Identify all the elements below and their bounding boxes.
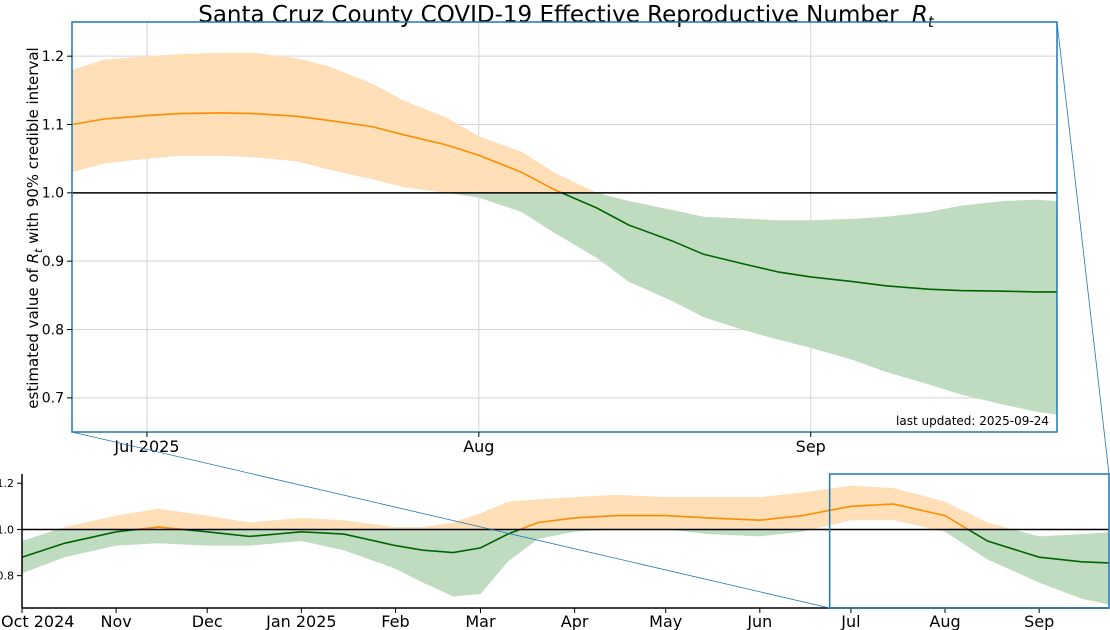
x-tick-label: Oct 2024 [1,612,74,630]
y-tick-label: 1.2 [42,49,64,65]
main-plot-area [72,52,1057,415]
rt-estimate-line-below-1 [22,529,1109,564]
credible-interval-band-below-1 [446,192,1057,415]
zoom-connector-right [1056,21,1110,475]
x-tick-label: Mar [465,612,496,630]
x-tick-label: Feb [381,612,409,630]
x-tick-label: Jan 2025 [265,612,336,630]
credible-interval-band-above-1 [57,485,1014,530]
last-updated-note: last updated: 2025-09-24 [896,414,1049,428]
zoom-connector-left [71,431,830,609]
y-tick-label: 1.0 [42,186,64,202]
x-tick-label: May [649,612,682,630]
x-tick-label: Jun [746,612,772,630]
credible-interval-band-above-1 [72,52,597,193]
y-tick-label: 1.0 [0,523,14,536]
zoom-window-indicator [828,473,1110,609]
x-tick-label: Sep [796,437,826,456]
x-tick-label: Aug [463,437,494,456]
rt-estimate-line-above-1 [72,112,564,193]
y-tick-label: 1.2 [0,477,14,490]
x-tick-label: Dec [192,612,223,630]
credible-interval-band-below-1 [22,529,1109,605]
y-tick-label: 0.8 [0,570,14,583]
rt-estimate-line-above-1 [130,503,970,530]
y-tick-label: 0.8 [42,322,64,338]
x-tick-label: Nov [101,612,132,630]
x-tick-label: Sep [1024,612,1054,630]
y-axis-label: estimated value of Rt with 90% credible … [24,47,45,408]
x-tick-label: Apr [561,612,589,630]
x-tick-label: Jul [840,612,860,630]
y-tick-label: 1.1 [42,117,64,133]
main-plot-frame [71,21,1058,433]
x-tick-label: Jul 2025 [113,437,179,456]
x-tick-label: Aug [929,612,960,630]
overview-plot-area [22,485,1109,605]
y-tick-label: 0.7 [42,391,64,407]
chart-title: Santa Cruz County COVID-19 Effective Rep… [198,2,935,31]
rt-estimate-line-below-1 [559,192,1057,293]
y-tick-label: 0.9 [42,254,64,270]
